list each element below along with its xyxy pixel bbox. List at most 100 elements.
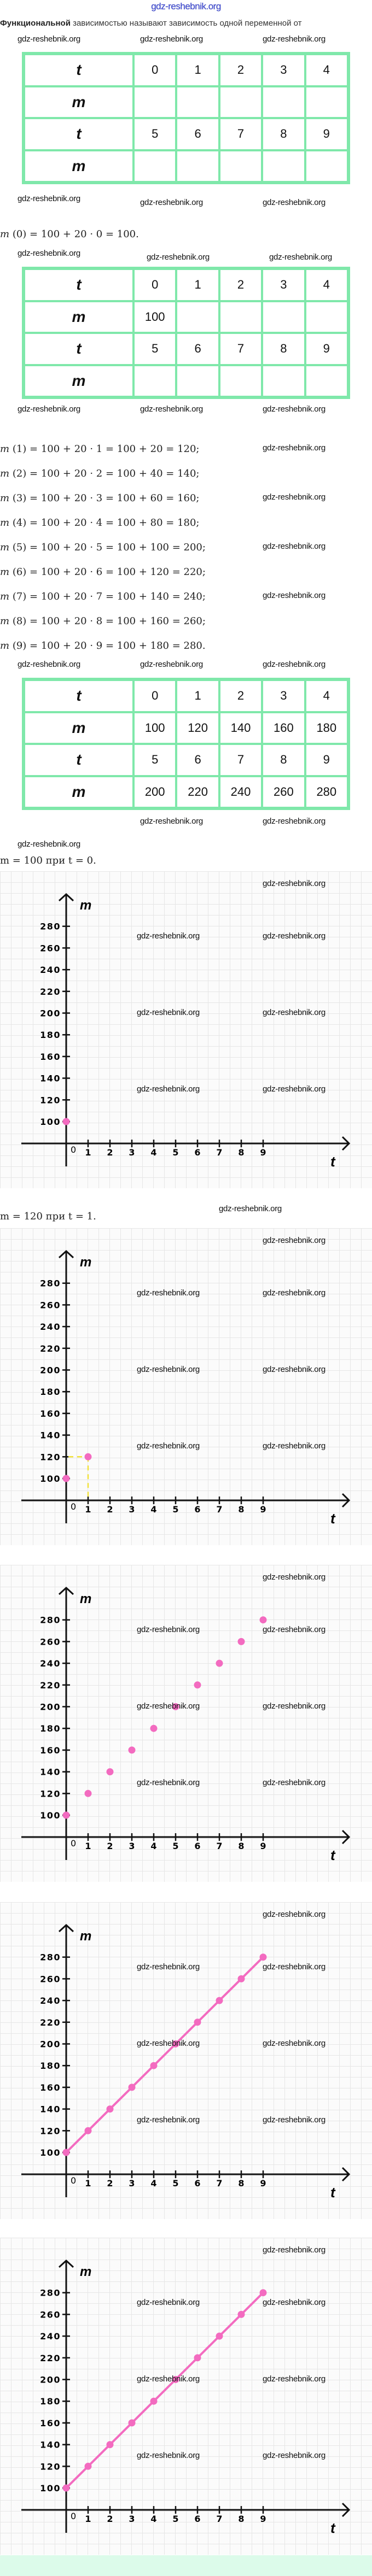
data-point (216, 1997, 223, 2004)
table-cell (305, 86, 348, 118)
y-tick-label: 120 (40, 2126, 61, 2136)
y-axis-arrow-icon (58, 1586, 74, 1595)
y-axis-label: m (80, 1592, 91, 1606)
table-cell: 5 (133, 744, 177, 776)
equation-m-2: m (2) = 100 + 20 · 2 = 100 + 40 = 140; (0, 468, 200, 479)
value-table-partial: t 0 1 2 3 4 m 100 t 5 6 7 8 9 m (22, 267, 350, 399)
x-tick-label: 0 (71, 1145, 76, 1155)
table-cell: 4 (305, 680, 348, 712)
table-cell: 0 (133, 54, 177, 86)
y-tick-label: 200 (40, 2375, 61, 2385)
watermark: gdz-reshebnik.org (18, 194, 80, 203)
x-tick-label: 8 (238, 1147, 244, 1158)
table-cell: 260 (262, 776, 305, 808)
equation-body: (7) = 100 + 20 · 7 = 100 + 140 = 240; (12, 591, 206, 602)
x-tick-label: 3 (129, 1147, 135, 1158)
row-header-t: t (24, 744, 133, 776)
row-header-t: t (24, 118, 133, 150)
table-cell: 6 (176, 333, 219, 365)
y-tick-label: 240 (40, 1996, 61, 2006)
chart-line-graph-final: m t 100 120 140 160 180 200 220 240 260 280 0 1 2 3 4 5 6 7… (0, 2238, 372, 2555)
table-cell (133, 365, 177, 397)
x-tick-label: 4 (150, 1504, 156, 1515)
x-tick-label: 1 (85, 2178, 91, 2188)
x-tick-label: 3 (129, 2514, 135, 2524)
y-tick-label: 160 (40, 2082, 61, 2093)
equation-variable: m (0, 566, 10, 578)
table-cell: 120 (176, 712, 219, 744)
y-tick-label: 200 (40, 1008, 61, 1019)
table-cell (176, 301, 219, 333)
y-axis-label: m (80, 1255, 91, 1270)
equation-body: (6) = 100 + 20 · 6 = 100 + 120 = 220; (12, 566, 206, 578)
watermark: gdz-reshebnik.org (147, 253, 210, 262)
y-axis-label: m (80, 1929, 91, 1944)
equation-variable: m (0, 228, 10, 240)
x-tick-label: 9 (260, 1841, 266, 1851)
chart-svg: m t 100 120 140 160 180 200 220 240 260 280 0 1 2 3 4 5 6 7… (21, 2259, 351, 2536)
x-tick-label: 1 (85, 1504, 91, 1515)
equation-variable: m (0, 492, 10, 504)
y-tick-label: 280 (40, 1952, 61, 1963)
y-tick-label: 280 (40, 2288, 61, 2298)
y-tick-label: 240 (40, 2331, 61, 2342)
equation-m-4: m (4) = 100 + 20 · 4 = 100 + 80 = 180; (0, 517, 200, 529)
data-point (216, 1659, 223, 1667)
x-tick-label: 6 (194, 1841, 200, 1851)
table-cell: 3 (262, 54, 305, 86)
y-tick-label: 280 (40, 922, 61, 932)
y-axis-arrow-icon (58, 893, 74, 902)
x-tick-label: 5 (172, 2514, 178, 2524)
y-axis-arrow-icon (58, 1923, 74, 1933)
x-tick-label: 6 (194, 2178, 200, 2188)
equation-body: (5) = 100 + 20 · 5 = 100 + 100 = 200; (12, 542, 206, 553)
x-tick-label: 9 (260, 1147, 266, 1158)
y-tick-label: 260 (40, 943, 61, 953)
table-cell: 7 (219, 744, 263, 776)
x-tick-label: 0 (71, 1501, 76, 1512)
chart-points-0-1: m t 100 120 140 160 180 200 220 240 260 280 0 1 2 3 4 5 6 7… (0, 1228, 372, 1545)
table-cell (176, 365, 219, 397)
x-tick-label: 3 (129, 2178, 135, 2188)
data-point (84, 2462, 92, 2470)
x-tick-label: 4 (150, 2514, 156, 2524)
x-tick-label: 7 (216, 1841, 222, 1851)
y-tick-label: 100 (40, 2147, 61, 2158)
equation-variable: m (0, 468, 10, 479)
table-cell (219, 150, 263, 182)
table-cell: 9 (305, 333, 348, 365)
watermark: gdz-reshebnik.org (263, 404, 326, 414)
watermark: gdz-reshebnik.org (269, 253, 332, 262)
data-point (106, 2105, 114, 2113)
equation-m-9: m (9) = 100 + 20 · 9 = 100 + 180 = 280. (0, 640, 206, 652)
x-tick-label: 1 (85, 1147, 91, 1158)
chart-svg: m t 100 120 140 160 180 200 220 240 260 280 0 1 2 3 4 5 6 7… (21, 1249, 351, 1527)
equation-variable: m (0, 443, 10, 455)
y-tick-label: 260 (40, 1300, 61, 1310)
x-tick-label: 8 (238, 2514, 244, 2524)
watermark: gdz-reshebnik.org (263, 443, 326, 453)
chart-line-graph: m t 100 120 140 160 180 200 220 240 260 280 0 1 2 3 4 5 6 7… (0, 1902, 372, 2219)
row-header-m: m (24, 365, 133, 397)
watermark: gdz-reshebnik.org (263, 591, 326, 600)
y-tick-label: 220 (40, 1343, 61, 1354)
data-point (150, 1724, 158, 1732)
y-tick-label: 220 (40, 2017, 61, 2028)
data-point (128, 2419, 136, 2427)
x-tick-label: 0 (71, 2511, 76, 2521)
data-point (106, 1768, 114, 1776)
table-cell (305, 365, 348, 397)
x-tick-label: 7 (216, 1147, 222, 1158)
x-axis-arrow-icon (341, 1136, 351, 1151)
x-tick-label: 1 (85, 1841, 91, 1851)
y-tick-label: 260 (40, 2309, 61, 2320)
y-tick-label: 260 (40, 1974, 61, 1984)
data-point (216, 2332, 223, 2340)
intro-bold-term: Функциональной (0, 19, 71, 28)
y-tick-label: 120 (40, 2461, 61, 2472)
table-cell: 4 (305, 54, 348, 86)
watermark: gdz-reshebnik.org (263, 492, 326, 502)
y-tick-label: 140 (40, 2104, 61, 2115)
table-cell: 9 (305, 118, 348, 150)
data-point (172, 2376, 179, 2383)
